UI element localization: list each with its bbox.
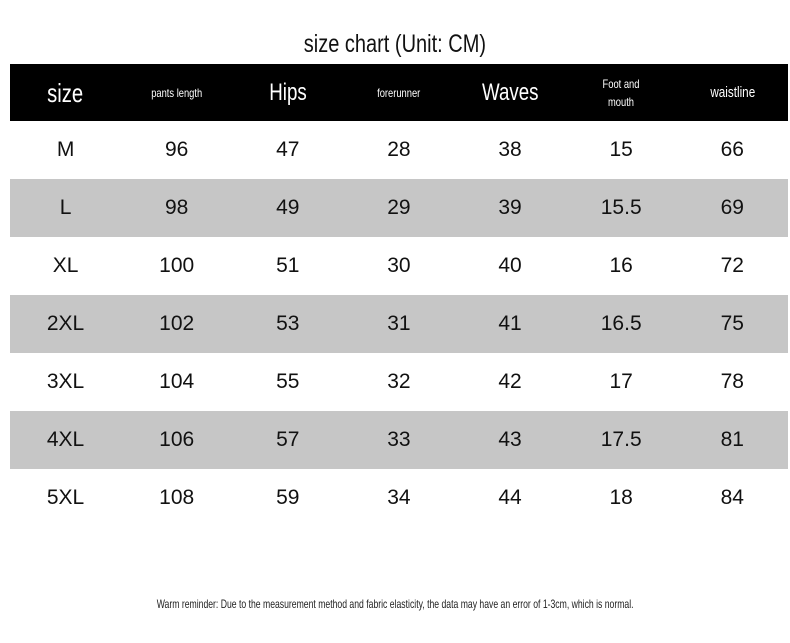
table-cell: 51: [276, 254, 300, 277]
column-header-label: Hips: [269, 78, 307, 106]
table-cell: 40: [498, 254, 522, 277]
table-row: 2XL 102 53 31 41 16.5 75: [10, 295, 788, 353]
page-title: size chart (Unit: CM): [303, 30, 487, 58]
table-cell: 41: [498, 312, 522, 335]
table-cell: XL: [52, 254, 79, 277]
table-cell: 42: [498, 370, 522, 393]
table-cell: 53: [276, 312, 300, 335]
table-cell: 108: [159, 486, 195, 509]
table-header: size pants length Hips forerunner Waves Foot …: [10, 64, 788, 121]
table-row: 3XL 104 55 32 42 17 78: [10, 353, 788, 411]
table-cell: 18: [609, 486, 633, 509]
table-cell: 16.5: [600, 312, 642, 335]
table-cell: M: [56, 138, 75, 161]
column-header-label: pants length: [151, 85, 203, 100]
table-cell: 44: [498, 486, 522, 509]
table-cell: 59: [276, 486, 300, 509]
table-cell: 16: [609, 254, 633, 277]
table-cell: 84: [720, 486, 744, 509]
table-cell: 55: [276, 370, 300, 393]
table-cell: 28: [387, 138, 411, 161]
table-cell: 30: [387, 254, 411, 277]
table-row: M 96 47 28 38 15 66: [10, 121, 788, 179]
table-cell: 66: [720, 138, 744, 161]
table-cell: 47: [276, 138, 300, 161]
column-header-label: forerunner: [377, 85, 421, 100]
table-row: XL 100 51 30 40 16 72: [10, 237, 788, 295]
table-cell: 104: [159, 370, 195, 393]
table-cell: 75: [720, 312, 744, 335]
table-row: 5XL 108 59 34 44 18 84: [10, 469, 788, 527]
table-cell: 33: [387, 428, 411, 451]
table-cell: 100: [159, 254, 195, 277]
column-header: pants length: [121, 84, 232, 102]
table-cell: 29: [387, 196, 411, 219]
table-cell: 57: [276, 428, 300, 451]
table-cell: 17: [609, 370, 633, 393]
table-cell: 39: [498, 196, 522, 219]
table-cell: 102: [159, 312, 195, 335]
column-header-label: size: [47, 77, 84, 108]
table-cell: 38: [498, 138, 522, 161]
column-header: Waves: [455, 78, 566, 106]
table-cell: 81: [720, 428, 744, 451]
column-header: Foot and mouth: [566, 75, 677, 111]
table-cell: 3XL: [46, 370, 85, 393]
table-cell: 4XL: [46, 428, 85, 451]
column-header-label: Waves: [481, 78, 539, 106]
table-row: 4XL 106 57 33 43 17.5 81: [10, 411, 788, 469]
table-cell: 17.5: [600, 428, 642, 451]
table-cell: 43: [498, 428, 522, 451]
table-cell: L: [59, 196, 72, 219]
table-cell: 5XL: [46, 486, 85, 509]
table-cell: 106: [159, 428, 195, 451]
table-cell: 98: [165, 196, 189, 219]
table-cell: 31: [387, 312, 411, 335]
table-cell: 69: [720, 196, 744, 219]
warm-reminder: Warm reminder: Due to the measurement me…: [156, 597, 634, 611]
table-cell: 15: [609, 138, 633, 161]
table-cell: 32: [387, 370, 411, 393]
table-cell: 72: [720, 254, 744, 277]
column-header: forerunner: [343, 84, 454, 102]
table-cell: 49: [276, 196, 300, 219]
table-cell: 96: [165, 138, 189, 161]
table-row: L 98 49 29 39 15.5 69: [10, 179, 788, 237]
table-cell: 34: [387, 486, 411, 509]
column-header-label: Foot and mouth: [602, 76, 640, 109]
column-header: size: [10, 77, 121, 108]
table-cell: 2XL: [46, 312, 85, 335]
column-header: waistline: [677, 84, 788, 102]
column-header: Hips: [232, 78, 343, 106]
table-cell: 78: [720, 370, 744, 393]
table-cell: 15.5: [600, 196, 642, 219]
column-header-label: waistline: [709, 83, 755, 101]
size-table: size pants length Hips forerunner Waves Foot …: [10, 64, 788, 527]
